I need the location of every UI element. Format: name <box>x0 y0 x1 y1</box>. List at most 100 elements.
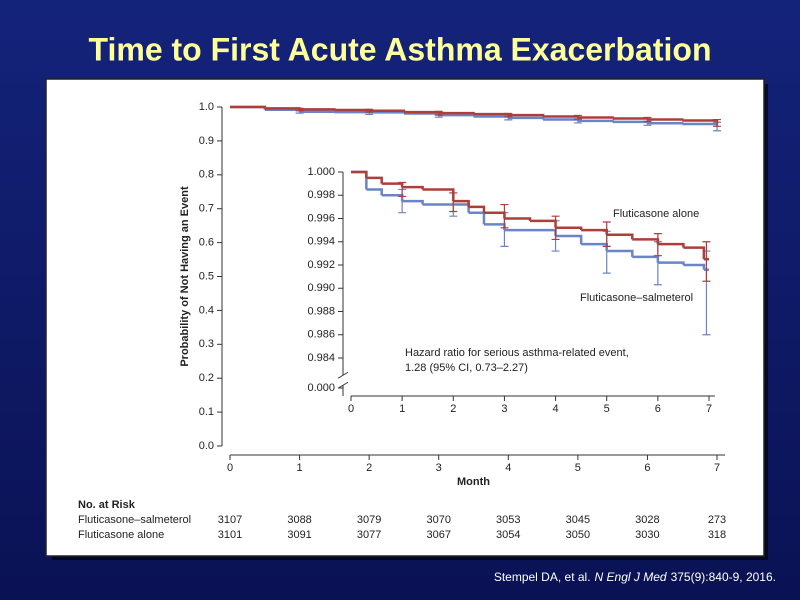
step-segment <box>453 199 470 207</box>
risk-value: 3091 <box>287 529 311 541</box>
risk-table-title: No. at Risk <box>78 499 136 511</box>
step-segment <box>403 110 440 114</box>
step-segment <box>230 105 267 109</box>
step-segment <box>683 263 706 270</box>
x-tick-label: 7 <box>714 462 720 474</box>
step-segment <box>369 111 406 114</box>
error-bar <box>449 192 458 213</box>
y-tick-label: 0.5 <box>199 270 214 282</box>
x-tick-label: 0 <box>227 462 233 474</box>
y-tick-label: 1.0 <box>199 101 214 113</box>
step-segment <box>299 108 336 111</box>
x-tick-label: 5 <box>604 403 610 415</box>
step-segment <box>473 112 510 116</box>
step-segment <box>577 116 614 119</box>
y-tick-label: 0.3 <box>199 338 214 350</box>
step-segment <box>438 113 475 117</box>
x-tick-label: 3 <box>436 462 442 474</box>
error-bar <box>398 181 407 198</box>
risk-value: 3054 <box>496 529 520 541</box>
x-tick-label: 1 <box>297 462 303 474</box>
step-segment <box>468 211 486 225</box>
x-tick-label: 0 <box>348 403 354 415</box>
y-tick-label: 1.000 <box>307 166 335 178</box>
y-tick-label: 0.9 <box>199 135 214 147</box>
risk-value: 3101 <box>218 529 242 541</box>
series-label: Fluticasone–salmeterol <box>580 292 693 304</box>
y-tick-label: 0.7 <box>199 203 214 215</box>
x-tick-label: 3 <box>501 403 507 415</box>
error-bar <box>643 116 652 123</box>
step-segment <box>612 117 649 120</box>
citation-ref: 375(9):840-9, 2016. <box>671 570 776 584</box>
citation-journal: N Engl J Med <box>595 570 667 584</box>
y-tick-label: 0.984 <box>307 352 335 364</box>
slide-title: Time to First Acute Asthma Exacerbation <box>89 31 712 67</box>
step-segment <box>612 120 649 124</box>
step-segment <box>647 122 684 125</box>
risk-value: 3088 <box>287 514 311 526</box>
error-bar <box>702 241 711 282</box>
risk-row-label: Fluticasone–salmeterol <box>78 514 191 526</box>
y-tick-label: 0.996 <box>307 212 335 224</box>
risk-value: 3053 <box>496 514 520 526</box>
y-tick-label: 0.992 <box>307 259 335 271</box>
y-tick-label: 0.0 <box>199 440 214 452</box>
x-tick-label: 2 <box>366 462 372 474</box>
y-tick-label: 0.4 <box>199 304 214 316</box>
error-bar <box>365 108 374 113</box>
series-label: Fluticasone alone <box>613 208 699 220</box>
y-tick-label: 0.986 <box>307 329 335 341</box>
x-tick-label: 5 <box>575 462 581 474</box>
axis-break <box>337 371 349 389</box>
step-segment <box>334 108 371 112</box>
step-segment <box>606 249 634 257</box>
x-tick-label: 4 <box>553 403 559 415</box>
x-tick-label: 4 <box>505 462 511 474</box>
step-segment <box>468 205 486 213</box>
step-segment <box>366 176 383 184</box>
step-segment <box>577 119 614 123</box>
x-tick-label: 6 <box>644 462 650 474</box>
risk-value: 3028 <box>635 514 659 526</box>
risk-value: 3070 <box>426 514 450 526</box>
annotation: 1.28 (95% CI, 0.73–2.27) <box>405 362 528 374</box>
y-tick-label: 0.1 <box>199 406 214 418</box>
x-tick-label: 7 <box>706 403 712 415</box>
step-segment <box>473 115 510 118</box>
risk-value: 3107 <box>218 514 242 526</box>
error-bar <box>573 114 582 120</box>
y-tick-label: 0.994 <box>307 236 335 248</box>
y-tick-label: 0.990 <box>307 282 335 294</box>
risk-value: 3030 <box>635 529 659 541</box>
error-bar <box>551 215 560 241</box>
error-bar <box>295 107 304 112</box>
step-segment <box>606 233 634 240</box>
step-segment <box>366 188 383 196</box>
risk-value: 3067 <box>426 529 450 541</box>
x-axis-label: Month <box>457 476 490 488</box>
figure-panel <box>45 78 765 557</box>
step-segment <box>508 113 545 117</box>
citation: Stempel DA, et al. N Engl J Med 375(9):840… <box>494 570 776 584</box>
y-tick-label: 0.2 <box>199 372 214 384</box>
risk-value: 318 <box>708 529 726 541</box>
y-tick-label: 0.000 <box>307 382 335 394</box>
step-segment <box>647 118 684 121</box>
step-segment <box>683 246 706 260</box>
step-segment <box>543 115 580 118</box>
y-tick-label: 0.988 <box>307 305 335 317</box>
y-tick-label: 0.998 <box>307 189 335 201</box>
step-segment <box>264 107 301 110</box>
risk-value: 3077 <box>357 529 381 541</box>
risk-value: 273 <box>708 514 726 526</box>
step-segment <box>438 111 475 115</box>
x-tick-label: 6 <box>655 403 661 415</box>
error-bar <box>653 233 662 257</box>
step-segment <box>369 109 406 113</box>
step-segment <box>508 116 545 120</box>
annotation: Hazard ratio for serious asthma-related … <box>405 347 629 359</box>
risk-row-label: Fluticasone alone <box>78 529 164 541</box>
error-bar <box>434 110 443 116</box>
